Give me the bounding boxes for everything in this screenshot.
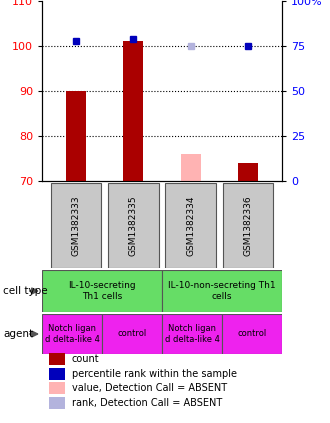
Bar	[42, 314, 102, 354]
Text: IL-10-secreting
Th1 cells: IL-10-secreting Th1 cells	[68, 281, 136, 301]
Bar	[222, 314, 282, 354]
Text: percentile rank within the sample: percentile rank within the sample	[72, 368, 237, 379]
Bar	[162, 314, 222, 354]
Bar	[162, 270, 282, 312]
Text: GSM1382335: GSM1382335	[129, 195, 138, 256]
Text: count: count	[72, 354, 99, 364]
Text: Notch ligan
d delta-like 4: Notch ligan d delta-like 4	[45, 324, 99, 344]
Text: control: control	[237, 330, 267, 338]
Bar	[165, 183, 216, 268]
Bar	[66, 91, 86, 181]
Bar	[181, 154, 201, 181]
Text: GSM1382336: GSM1382336	[243, 195, 252, 256]
Bar	[123, 41, 144, 181]
Text: GSM1382333: GSM1382333	[72, 195, 81, 256]
Text: value, Detection Call = ABSENT: value, Detection Call = ABSENT	[72, 383, 227, 393]
Text: agent: agent	[3, 329, 33, 339]
Text: rank, Detection Call = ABSENT: rank, Detection Call = ABSENT	[72, 398, 222, 407]
Text: control: control	[117, 330, 147, 338]
Text: Notch ligan
d delta-like 4: Notch ligan d delta-like 4	[165, 324, 219, 344]
Bar	[222, 183, 273, 268]
Bar	[102, 314, 162, 354]
Text: GSM1382334: GSM1382334	[186, 195, 195, 256]
Bar	[42, 270, 162, 312]
Text: IL-10-non-secreting Th1
cells: IL-10-non-secreting Th1 cells	[168, 281, 276, 301]
Text: cell type: cell type	[3, 286, 48, 296]
Bar	[108, 183, 159, 268]
Bar	[51, 183, 101, 268]
Bar	[238, 163, 258, 181]
